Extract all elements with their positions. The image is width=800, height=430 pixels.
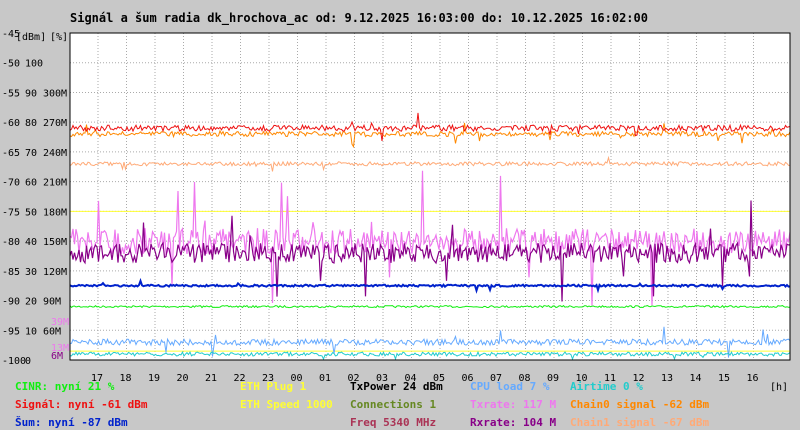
legend-item: Rxrate: 104 M	[470, 416, 556, 429]
y-tick-rate: 60M	[43, 326, 61, 337]
legend-item: CPU load 7 %	[470, 380, 550, 393]
y-tick-dbm: -80	[2, 237, 20, 248]
series-chain0	[69, 122, 791, 149]
x-tick-label: 16	[747, 373, 759, 384]
x-tick-label: 12	[633, 373, 645, 384]
y-tick-dbm: -60	[2, 118, 20, 129]
series-airtime	[69, 350, 791, 361]
x-tick-label: 14	[690, 373, 702, 384]
y-axis-label-dbm: [dBm]	[16, 32, 46, 43]
x-tick-label: 00	[291, 373, 303, 384]
y-tick-pct: 50	[25, 207, 37, 218]
x-tick-label: 07	[490, 373, 502, 384]
y-tick-rate: 180M	[43, 207, 67, 218]
x-tick-label: 08	[519, 373, 531, 384]
chart-title: Signál a šum radia dk_hrochova_ac od: 9.…	[70, 11, 648, 26]
legend-item: CINR: nyní 21 %	[15, 380, 115, 393]
legend-item: Connections 1	[350, 398, 436, 411]
rxrate-side-label: 13M	[51, 343, 69, 354]
x-tick-label: 17	[91, 373, 103, 384]
y-tick-pct: 20	[25, 297, 37, 308]
legend-item: Šum: nyní -87 dBm	[15, 416, 128, 429]
legend-item: Signál: nyní -61 dBm	[15, 398, 148, 411]
x-tick-label: 05	[433, 373, 445, 384]
series-noise	[69, 277, 791, 294]
legend-item: Txrate: 117 M	[470, 398, 556, 411]
legend-item: Chain1 signal -67 dBm	[570, 416, 709, 429]
x-tick-label: 11	[604, 373, 616, 384]
series-rxrate	[69, 200, 791, 302]
x-tick-label: 09	[547, 373, 559, 384]
series-layer	[69, 112, 791, 361]
legend-item: Chain0 signal -62 dBm	[570, 398, 709, 411]
x-tick-label: 06	[462, 373, 474, 384]
rx2-side-label: 6M	[51, 351, 63, 362]
txrate-side-label: 39M	[51, 317, 69, 328]
y-tick-pct: 70	[25, 148, 37, 159]
series-signal	[69, 112, 791, 141]
y-axis-ticks: -45-50-55-60-65-70-75-80-85-90-95-100100…	[2, 29, 67, 367]
y-tick-pct: 40	[25, 237, 37, 248]
legend-item: ETH Speed 1000	[240, 398, 333, 411]
x-tick-label: 21	[205, 373, 217, 384]
plot-border	[69, 32, 791, 361]
y-tick-rate: 270M	[43, 118, 67, 129]
y-tick-dbm: -75	[2, 207, 20, 218]
y-tick-dbm: -65	[2, 148, 20, 159]
y-tick-pct: 30	[25, 267, 37, 278]
x-axis-label: [h]	[770, 382, 788, 393]
y-tick-rate: 150M	[43, 237, 67, 248]
y-tick-dbm: -50	[2, 59, 20, 70]
legend-item: ETH Plug 1	[240, 380, 307, 393]
x-tick-label: 04	[405, 373, 417, 384]
legend-item: TxPower 24 dBm	[350, 380, 443, 393]
x-tick-label: 22	[234, 373, 246, 384]
series-cpu	[70, 326, 791, 358]
y-tick-dbm: -100	[2, 356, 26, 367]
series-txrate	[69, 170, 791, 306]
series-cinr	[69, 304, 790, 309]
y-tick-dbm: -85	[2, 267, 20, 278]
x-tick-label: 02	[348, 373, 360, 384]
y-tick-pct: 100	[25, 59, 43, 70]
y-tick-dbm: -70	[2, 178, 20, 189]
grid	[70, 33, 790, 360]
y-tick-rate: 300M	[43, 88, 67, 99]
y-tick-dbm: -55	[2, 88, 20, 99]
y-tick-pct: 10	[25, 326, 37, 337]
x-tick-label: 10	[576, 373, 588, 384]
y-tick-rate: 210M	[43, 178, 67, 189]
x-tick-label: 23	[262, 373, 274, 384]
y-tick-pct: 80	[25, 118, 37, 129]
y-tick-pct: 90	[25, 88, 37, 99]
y-tick-rate: 240M	[43, 148, 67, 159]
x-tick-label: 03	[376, 373, 388, 384]
y-tick-dbm: -95	[2, 326, 20, 337]
x-axis-ticks: 17 18 19 20 21 22 23 00 01 02 03 04 05 06 07 08 09 10 11 12…	[91, 373, 759, 384]
x-tick-label: 20	[177, 373, 189, 384]
legend: CINR: nyní 21 % ETH Plug 1 TxPower 24 dBm C…	[15, 380, 709, 429]
x-tick-label: 19	[148, 373, 160, 384]
x-tick-label: 18	[120, 373, 132, 384]
series-chain1	[69, 155, 790, 172]
x-tick-label: 15	[718, 373, 730, 384]
y-tick-dbm: -45	[2, 29, 20, 40]
y-tick-rate: 90M	[43, 297, 61, 308]
y-axis-label-pct: [%]	[50, 32, 68, 43]
x-tick-label: 01	[319, 373, 331, 384]
y-tick-pct: 0	[25, 356, 31, 367]
y-tick-rate: 120M	[43, 267, 67, 278]
y-tick-pct: 60	[25, 178, 37, 189]
x-tick-label: 13	[661, 373, 673, 384]
legend-item: Airtime 0 %	[570, 380, 643, 393]
y-tick-dbm: -90	[2, 297, 20, 308]
legend-item: Freq 5340 MHz	[350, 416, 436, 429]
